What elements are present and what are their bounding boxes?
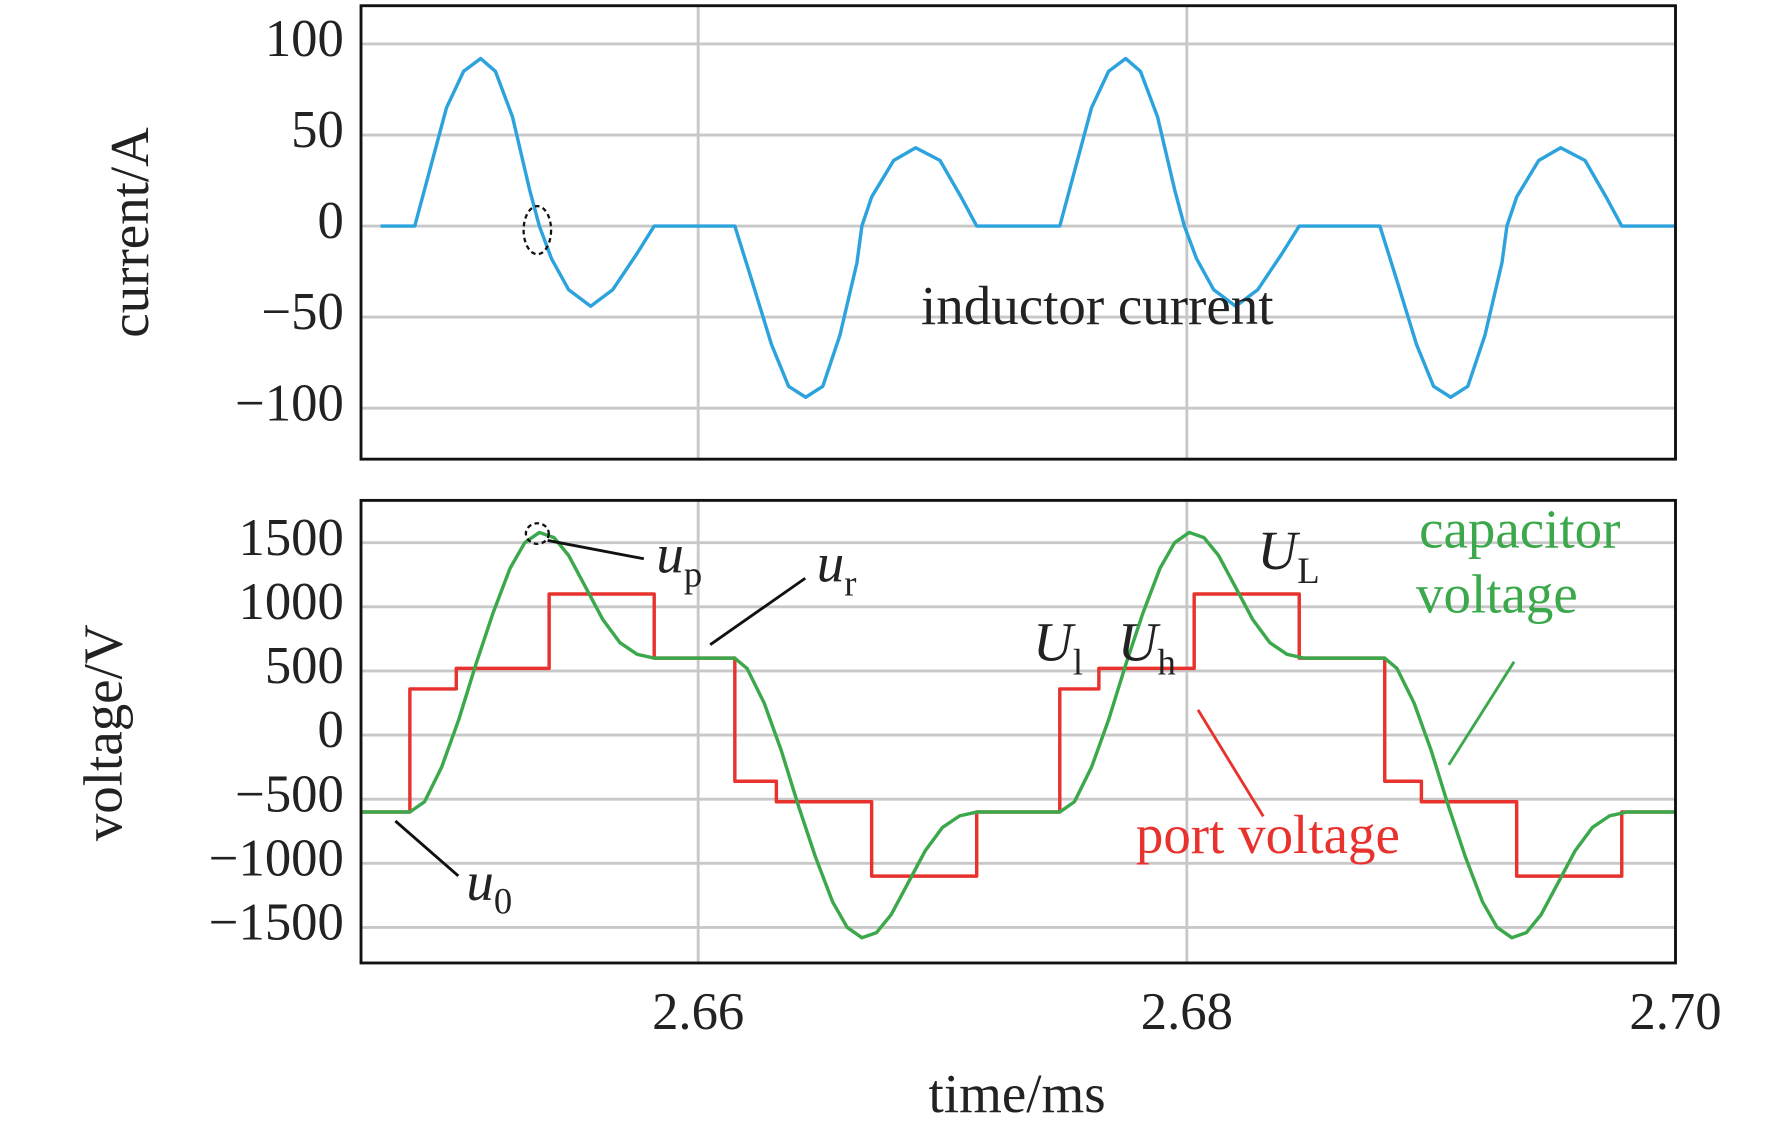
annotation-text: u xyxy=(656,524,683,585)
annotation: Uh xyxy=(1118,612,1176,683)
leader-line xyxy=(1196,709,1265,818)
annotation: Ul xyxy=(1033,612,1083,683)
x-tick-label: 2.66 xyxy=(652,983,744,1041)
y-tick-label: 0 xyxy=(317,192,343,250)
leader-line xyxy=(394,819,460,878)
line-layer xyxy=(361,56,1676,940)
annotation: inductor current xyxy=(921,275,1273,336)
x-axis-label: time/ms xyxy=(929,1063,1106,1124)
annotation: up xyxy=(656,524,702,595)
annotation-subscript: l xyxy=(1073,641,1083,682)
plot-frame xyxy=(359,4,1677,461)
leader-line xyxy=(709,577,807,646)
leader-line xyxy=(547,539,645,561)
grid-layer xyxy=(361,5,1677,963)
plot-frame xyxy=(359,498,1677,965)
y-tick-label: 100 xyxy=(265,10,344,68)
annotation-text: u xyxy=(817,533,844,594)
annotation-text: u xyxy=(466,851,493,912)
y-tick-label: −1500 xyxy=(209,894,344,952)
annotation-text: U xyxy=(1033,612,1076,673)
y-tick-label: 50 xyxy=(291,101,344,159)
annotation-text: U xyxy=(1118,612,1161,673)
y-axis-label: voltage/V xyxy=(73,624,134,841)
annotation-subscript: r xyxy=(844,562,856,603)
y-tick-label: 0 xyxy=(317,701,343,759)
annotation-text: port voltage xyxy=(1136,804,1400,865)
annotation: u0 xyxy=(466,851,512,922)
annotation-subscript: h xyxy=(1158,641,1176,682)
y-tick-label: −100 xyxy=(235,374,344,432)
y-tick-label: 500 xyxy=(265,637,344,695)
annotation-text: capacitor xyxy=(1419,498,1620,559)
y-tick-label: 1500 xyxy=(239,509,344,567)
annotation: UL xyxy=(1258,520,1320,591)
data-line xyxy=(380,56,1676,399)
y-axis-label: current/A xyxy=(99,127,160,338)
annotation: port voltage xyxy=(1136,804,1400,865)
y-tick-label: −1000 xyxy=(209,829,344,887)
leader-line xyxy=(1447,661,1516,766)
annotation-subscript: L xyxy=(1297,550,1319,591)
annotation-text: inductor current xyxy=(921,275,1273,336)
marker-circle xyxy=(524,522,550,546)
annotation-subscript: p xyxy=(684,553,702,594)
data-line xyxy=(361,530,1676,940)
annotation: capacitor xyxy=(1419,498,1620,559)
y-tick-label: 1000 xyxy=(239,573,344,631)
annotation: voltage xyxy=(1416,564,1578,625)
annotation-text: voltage xyxy=(1416,564,1578,625)
y-tick-label: −500 xyxy=(235,765,344,823)
annotation: ur xyxy=(817,533,857,604)
frame-layer xyxy=(359,4,1677,965)
annotation-subscript: 0 xyxy=(494,881,512,922)
x-tick-label: 2.68 xyxy=(1141,983,1233,1041)
y-tick-label: −50 xyxy=(261,283,343,341)
marker-circle xyxy=(522,204,553,256)
x-tick-label: 2.70 xyxy=(1629,983,1721,1041)
annotation-leaders xyxy=(394,204,1516,878)
annotation-text: U xyxy=(1258,520,1301,581)
